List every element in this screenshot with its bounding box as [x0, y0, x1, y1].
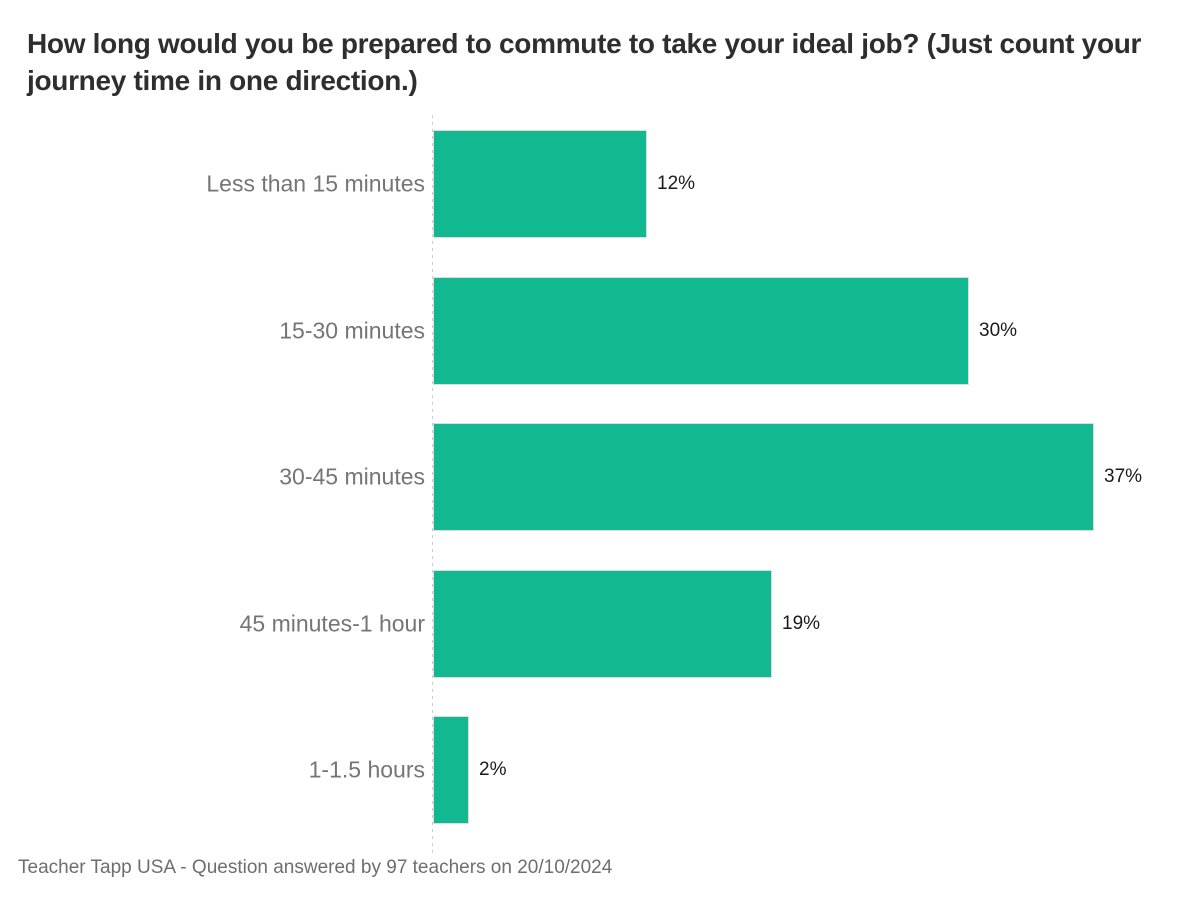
bar-row: 1-1.5 hours 2%: [0, 716, 1200, 824]
bar: [433, 130, 647, 238]
category-label: 1-1.5 hours: [308, 756, 425, 783]
bar: [433, 277, 969, 385]
y-axis-baseline: [432, 115, 433, 855]
bar-row: Less than 15 minutes 12%: [0, 130, 1200, 238]
category-label: 45 minutes-1 hour: [239, 610, 425, 637]
bar-row: 30-45 minutes 37%: [0, 423, 1200, 531]
value-label: 19%: [782, 613, 821, 634]
bar-row: 45 minutes-1 hour 19%: [0, 570, 1200, 678]
value-label: 30%: [979, 320, 1018, 341]
category-label: Less than 15 minutes: [206, 170, 425, 197]
value-label: 12%: [657, 173, 696, 194]
bar: [433, 716, 469, 824]
category-label: 15-30 minutes: [279, 317, 425, 344]
chart-footer: Teacher Tapp USA - Question answered by …: [18, 857, 613, 878]
chart-title: How long would you be prepared to commut…: [27, 28, 1142, 96]
value-label: 37%: [1104, 466, 1143, 487]
bar: [433, 570, 772, 678]
bar-row: 15-30 minutes 30%: [0, 277, 1200, 385]
bar: [433, 423, 1094, 531]
value-label: 2%: [479, 759, 507, 780]
category-label: 30-45 minutes: [279, 463, 425, 490]
